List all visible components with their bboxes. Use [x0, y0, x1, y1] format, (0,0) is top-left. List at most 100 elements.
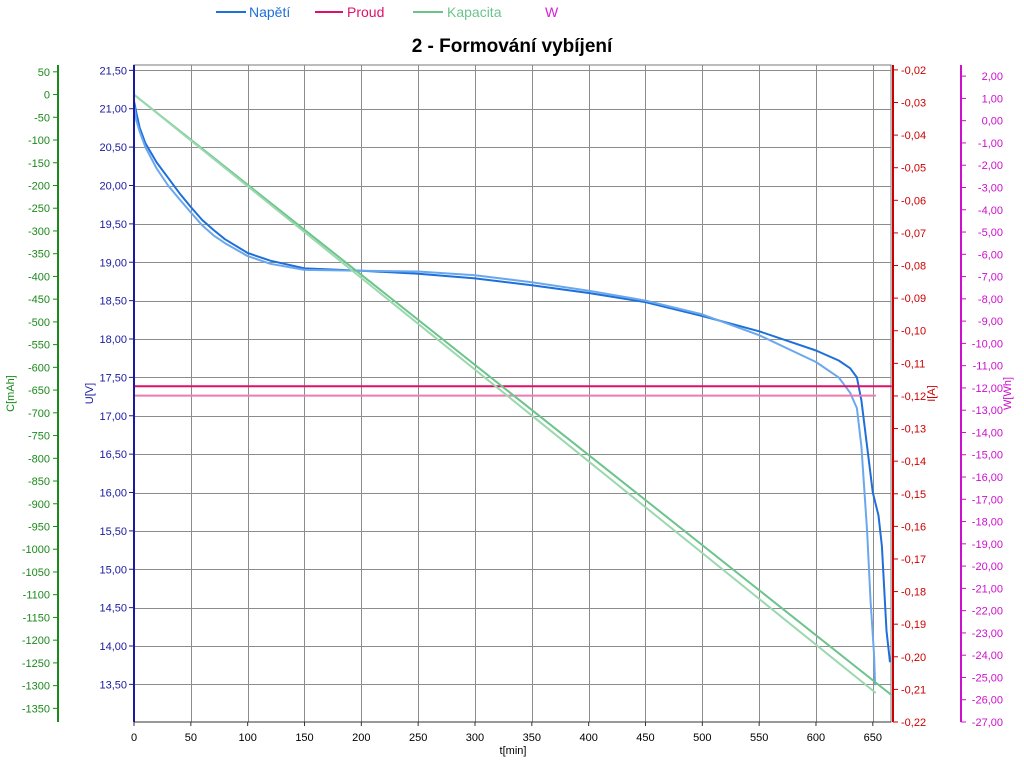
energy-tick-label: -4,00 [978, 205, 1003, 217]
capacity-tick-label: 0 [44, 90, 50, 102]
energy-tick-label: -1,00 [978, 138, 1003, 150]
capacity-tick-label: -450 [28, 294, 50, 306]
current-tick-label: -0,19 [901, 619, 926, 631]
energy-tick-label: -13,00 [972, 405, 1003, 417]
capacity-tick-label: -950 [28, 521, 50, 533]
voltage-tick-label: 15,00 [99, 564, 127, 576]
axes: 500-50-100-150-200-250-300-350-400-450-5… [5, 65, 1014, 757]
capacity-tick-label: -800 [28, 453, 50, 465]
legend-label-kapacita: Kapacita [447, 4, 502, 20]
capacity-tick-label: -50 [34, 112, 50, 124]
current-tick-label: -0,03 [901, 97, 926, 109]
x-axis-title: t[min] [500, 745, 527, 757]
current-tick-label: -0,21 [901, 684, 926, 696]
capacity-tick-label: -600 [28, 362, 50, 374]
voltage-tick-label: 17,50 [99, 372, 127, 384]
energy-tick-label: -10,00 [972, 338, 1003, 350]
x-tick-label: 300 [466, 732, 484, 744]
voltage-tick-label: 13,50 [99, 679, 127, 691]
x-tick-label: 50 [185, 732, 197, 744]
energy-tick-label: -25,00 [972, 672, 1003, 684]
capacity-tick-label: -400 [28, 271, 50, 283]
energy-tick-label: -21,00 [972, 583, 1003, 595]
x-tick-label: 350 [523, 732, 541, 744]
voltage-tick-label: 21,50 [99, 65, 127, 77]
voltage-tick-label: 19,50 [99, 219, 127, 231]
voltage-tick-label: 21,00 [99, 104, 127, 116]
capacity-tick-label: -1100 [23, 590, 50, 602]
voltage-tick-label: 18,50 [99, 296, 127, 308]
voltage-tick-label: 19,00 [99, 257, 127, 269]
current-tick-label: -0,02 [901, 65, 926, 77]
x-tick-label: 0 [131, 732, 137, 744]
energy-axis-title: W[Wh] [1002, 377, 1014, 410]
current-tick-label: -0,20 [901, 652, 926, 664]
energy-tick-label: -3,00 [978, 182, 1003, 194]
voltage-axis-title: U[V] [84, 383, 96, 404]
energy-tick-label: -14,00 [972, 427, 1003, 439]
capacity-tick-label: -1200 [22, 635, 50, 647]
current-tick-label: -0,14 [901, 456, 926, 468]
voltage-tick-label: 14,00 [99, 641, 127, 653]
energy-tick-label: -26,00 [972, 695, 1003, 707]
current-tick-label: -0,15 [901, 489, 926, 501]
current-tick-label: -0,13 [901, 424, 926, 436]
current-axis-title: I[A] [926, 385, 938, 402]
capacity-tick-label: -750 [28, 431, 50, 443]
energy-tick-label: -19,00 [972, 539, 1003, 551]
capacity-tick-label: -100 [28, 135, 50, 147]
capacity-tick-label: -350 [28, 249, 50, 261]
current-tick-label: -0,12 [901, 391, 926, 403]
capacity-tick-label: -1150 [23, 612, 50, 624]
current-tick-label: -0,05 [901, 163, 926, 175]
energy-tick-label: -12,00 [972, 383, 1003, 395]
legend-label-proud: Proud [347, 4, 384, 20]
legend-label-w: W [545, 4, 559, 20]
capacity-tick-label: -500 [28, 317, 50, 329]
x-tick-label: 600 [807, 732, 825, 744]
series-line-1 [133, 103, 877, 686]
energy-tick-label: -5,00 [978, 227, 1003, 239]
current-tick-label: -0,17 [901, 554, 926, 566]
x-tick-label: 250 [409, 732, 427, 744]
capacity-tick-label: -200 [28, 180, 50, 192]
current-tick-label: -0,11 [901, 358, 925, 370]
x-tick-label: 150 [295, 732, 313, 744]
capacity-tick-label: -900 [28, 499, 50, 511]
voltage-tick-label: 17,00 [99, 411, 127, 423]
current-tick-label: -0,10 [901, 326, 926, 338]
x-tick-label: 550 [750, 732, 768, 744]
voltage-tick-label: 16,00 [99, 488, 127, 500]
x-tick-label: 500 [693, 732, 711, 744]
energy-tick-label: -22,00 [972, 606, 1003, 618]
series-group [133, 93, 892, 696]
grid [133, 64, 892, 723]
capacity-tick-label: -300 [28, 226, 50, 238]
series-line-5 [133, 93, 877, 694]
voltage-tick-label: 20,00 [99, 181, 127, 193]
current-tick-label: -0,06 [901, 195, 926, 207]
energy-tick-label: -2,00 [978, 160, 1003, 172]
current-tick-label: -0,08 [901, 261, 926, 273]
energy-tick-label: -6,00 [978, 249, 1003, 261]
energy-tick-label: -16,00 [972, 472, 1003, 484]
x-tick-label: 200 [352, 732, 370, 744]
energy-tick-label: -9,00 [978, 316, 1003, 328]
capacity-tick-label: 50 [38, 67, 50, 79]
energy-tick-label: 1,00 [982, 93, 1003, 105]
current-tick-label: -0,22 [901, 717, 926, 729]
energy-tick-label: -8,00 [978, 294, 1003, 306]
chart-title: 2 - Formování vybíjení [412, 36, 613, 57]
legend-label-napeti: Napětí [249, 4, 290, 20]
current-tick-label: -0,07 [901, 228, 926, 240]
current-tick-label: -0,09 [901, 293, 926, 305]
energy-tick-label: -11,00 [973, 361, 1003, 373]
legend: Napětí Proud Kapacita W [216, 4, 559, 20]
capacity-tick-label: -150 [28, 158, 50, 170]
energy-tick-label: -24,00 [972, 650, 1003, 662]
capacity-tick-label: -1250 [22, 658, 50, 670]
current-tick-label: -0,16 [901, 521, 926, 533]
voltage-tick-label: 14,50 [99, 603, 127, 615]
current-tick-label: -0,04 [901, 130, 926, 142]
